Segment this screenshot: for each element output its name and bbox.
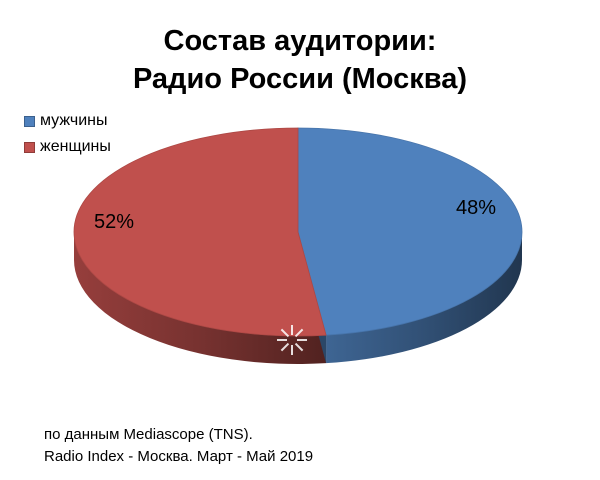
pie-slice-male	[297, 127, 523, 336]
legend-item-male: мужчины	[24, 108, 111, 134]
allen-media-logo-icon	[277, 325, 307, 355]
footnote-line1: по данным Mediascope (TNS).	[44, 426, 253, 443]
data-label-male: 48%	[456, 197, 496, 219]
legend-label-male: мужчины	[40, 112, 108, 129]
chart-title-line2: Радио России (Москва)	[132, 63, 468, 95]
pie-slice-female	[73, 127, 327, 337]
chart-title-line1: Состав аудитории:	[163, 25, 437, 57]
legend-swatch-male	[24, 115, 35, 127]
footnote-line2: Radio Index - Москва. Март - Май 2019	[44, 448, 314, 465]
source-footnote: по данным Mediascope (TNS). Radio Index …	[44, 424, 313, 468]
data-label-female: 52%	[94, 211, 134, 233]
watermark-text: ALLEN MEDIA	[234, 373, 350, 390]
legend-label-female: женщины	[40, 138, 111, 155]
chart-title: Состав аудитории: Радио России (Москва)	[0, 22, 600, 98]
legend-item-female: женщины	[24, 134, 111, 160]
legend: мужчины женщины	[24, 108, 111, 160]
pie-side-male	[326, 232, 522, 364]
legend-swatch-female	[24, 141, 35, 153]
pie-side-female	[74, 232, 327, 364]
